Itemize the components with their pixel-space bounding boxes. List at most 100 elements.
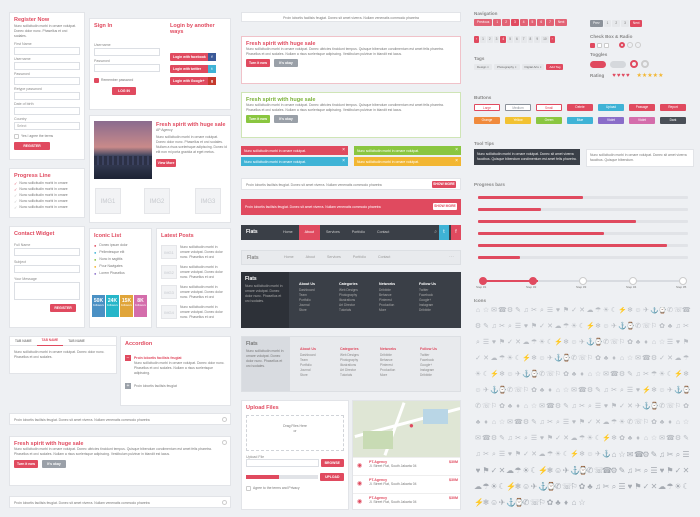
country-select[interactable]: Select — [14, 122, 80, 130]
footer-link[interactable]: Web Designs — [340, 353, 359, 357]
post-item[interactable]: IMG4 Nunc sollicitudin morbi in ornare vo… — [161, 305, 226, 320]
radio-unselected[interactable] — [635, 42, 641, 48]
login-button[interactable]: LOG IN — [112, 87, 136, 95]
upload-button[interactable]: UPLOAD — [320, 473, 344, 481]
accordion-item-closed[interactable]: + Proin lobortis facilisis feugiat — [125, 383, 177, 389]
footer-link[interactable]: Portfolio — [300, 363, 312, 367]
pagination-item[interactable]: Next — [554, 19, 568, 26]
pagination-item[interactable]: 5 — [507, 36, 513, 43]
footer-link[interactable]: Illustrations — [340, 363, 357, 367]
footer-link[interactable]: More — [379, 308, 387, 312]
icon-list-item[interactable]: ● Pellentesque elit — [94, 250, 147, 255]
checkbox-unchecked[interactable] — [604, 42, 609, 48]
pagination-item[interactable]: 5 — [528, 19, 537, 26]
demo-button[interactable]: Green — [536, 117, 562, 124]
pagination-item[interactable]: ‹ — [474, 36, 480, 43]
footer-link[interactable]: Store — [300, 373, 308, 377]
icon-list-item[interactable]: ● Nunc in sagittis — [94, 257, 147, 262]
footer-link[interactable]: Photography — [339, 293, 358, 297]
post-item[interactable]: IMG1 Nunc sollicitudin morbi in ornare vo… — [161, 245, 226, 260]
pagination-item[interactable]: 7 — [546, 19, 554, 26]
footer-link[interactable]: Dribbble — [419, 308, 431, 312]
tab[interactable]: TAB NAME — [36, 336, 64, 346]
footer-link[interactable]: Pinterest — [379, 298, 392, 302]
nav-link[interactable]: Services — [327, 255, 341, 259]
footer-link[interactable]: Team — [299, 293, 307, 297]
its-okay-button[interactable]: It's okay — [42, 460, 66, 468]
step-dot[interactable] — [529, 277, 537, 285]
step-dot[interactable] — [679, 277, 687, 285]
nav-link[interactable]: Home — [283, 230, 293, 234]
tag-item[interactable]: Photography × — [493, 64, 520, 70]
its-okay-button[interactable]: It's okay — [274, 115, 298, 123]
pagination-item[interactable]: 3 — [510, 19, 519, 26]
search-icon[interactable]: ⌕ — [434, 229, 437, 235]
footer-link[interactable]: Instagram — [420, 368, 435, 372]
tag-item[interactable]: Add Tag — [546, 64, 564, 70]
demo-button[interactable]: Passage — [629, 104, 655, 111]
pagination-item[interactable]: 9 — [534, 36, 541, 43]
follower-count[interactable]: 8K Followers — [134, 295, 147, 317]
close-icon[interactable]: × — [342, 158, 345, 164]
close-icon[interactable]: × — [455, 147, 458, 153]
toggle-round-on[interactable] — [630, 60, 638, 68]
step-dot[interactable] — [629, 277, 637, 285]
remember-checkbox[interactable] — [94, 78, 99, 83]
place-item[interactable]: ◉ PT.Agency Jl. Street Flat, South Jakarta… — [353, 475, 460, 493]
pagination-item[interactable]: 1 — [480, 36, 486, 43]
post-item[interactable]: IMG3 Nunc sollicitudin morbi in ornare vo… — [161, 285, 226, 300]
map-pin-icon[interactable]: ● — [409, 421, 414, 430]
its-okay-button[interactable]: It's okay — [274, 59, 298, 67]
footer-link[interactable]: Dashboard — [299, 288, 315, 292]
view-more-button[interactable]: View More — [156, 159, 176, 167]
step-dot[interactable] — [579, 277, 587, 285]
file-input[interactable] — [246, 459, 319, 467]
icon-list-item[interactable]: ● Lorem Phasellus — [94, 271, 147, 276]
nav-link[interactable]: Portfolio — [351, 230, 365, 234]
footer-link[interactable]: Web Designs — [339, 288, 358, 292]
demo-button[interactable]: Yellow — [505, 117, 531, 124]
rating-stars[interactable]: ★★★★★ — [636, 73, 664, 79]
toggle-off[interactable] — [610, 60, 626, 68]
footer-link[interactable]: Google+ — [420, 363, 433, 367]
demo-button[interactable]: Blue — [567, 117, 593, 124]
checkbox-unchecked[interactable] — [597, 42, 602, 48]
twitter-login-button[interactable]: Login with twitter t — [170, 65, 216, 73]
place-item[interactable]: ◉ PT.Agency Jl. Street Flat, South Jakarta… — [353, 493, 460, 509]
footer-link[interactable]: Dribbble — [420, 373, 432, 377]
footer-link[interactable]: Art Director — [339, 303, 356, 307]
footer-link[interactable]: Tutorials — [339, 308, 352, 312]
pagination-item[interactable]: 4 — [500, 36, 507, 43]
text-input[interactable] — [14, 47, 80, 55]
footer-link[interactable]: Dashboard — [300, 353, 316, 357]
close-icon[interactable]: × — [342, 147, 345, 153]
footer-link[interactable]: Dribbble — [379, 288, 391, 292]
footer-link[interactable]: Portfolio — [299, 298, 311, 302]
pagination-item[interactable]: 2 — [486, 36, 493, 43]
pagination-item[interactable]: 3 — [621, 20, 629, 27]
pagination-item[interactable]: 10 — [541, 36, 549, 43]
footer-link[interactable]: Dribbble — [380, 353, 392, 357]
pagination-item[interactable]: 3 — [493, 36, 500, 43]
pagination-item[interactable]: 8 — [527, 36, 534, 43]
footer-link[interactable]: More — [380, 373, 388, 377]
share-icon[interactable]: ⋯ — [449, 254, 454, 260]
post-item[interactable]: IMG2 Nunc sollicitudin morbi in ornare vo… — [161, 265, 226, 280]
demo-button[interactable]: Dark — [660, 117, 686, 124]
password-input[interactable] — [94, 64, 160, 72]
agree-checkbox[interactable] — [14, 134, 19, 139]
tag-item[interactable]: Design × — [474, 64, 492, 70]
footer-link[interactable]: Behance — [380, 358, 393, 362]
nav-link[interactable]: Services — [326, 230, 340, 234]
pagination-item[interactable]: 6 — [513, 36, 520, 43]
footer-link[interactable]: Production — [379, 303, 395, 307]
pagination-item[interactable]: › — [549, 36, 555, 43]
google-login-button[interactable]: Login with Google+ g — [170, 77, 216, 85]
icon-list-item[interactable]: ● Pour Navigates — [94, 264, 147, 269]
footer-link[interactable]: Twitter — [419, 288, 429, 292]
privacy-checkbox[interactable] — [246, 486, 251, 491]
footer-link[interactable]: Journal — [299, 303, 310, 307]
place-item[interactable]: ◉ PT.Agency Jl. Street Flat, South Jakarta… — [353, 457, 460, 475]
text-input[interactable] — [14, 92, 80, 100]
nav-link[interactable]: About — [305, 255, 315, 259]
